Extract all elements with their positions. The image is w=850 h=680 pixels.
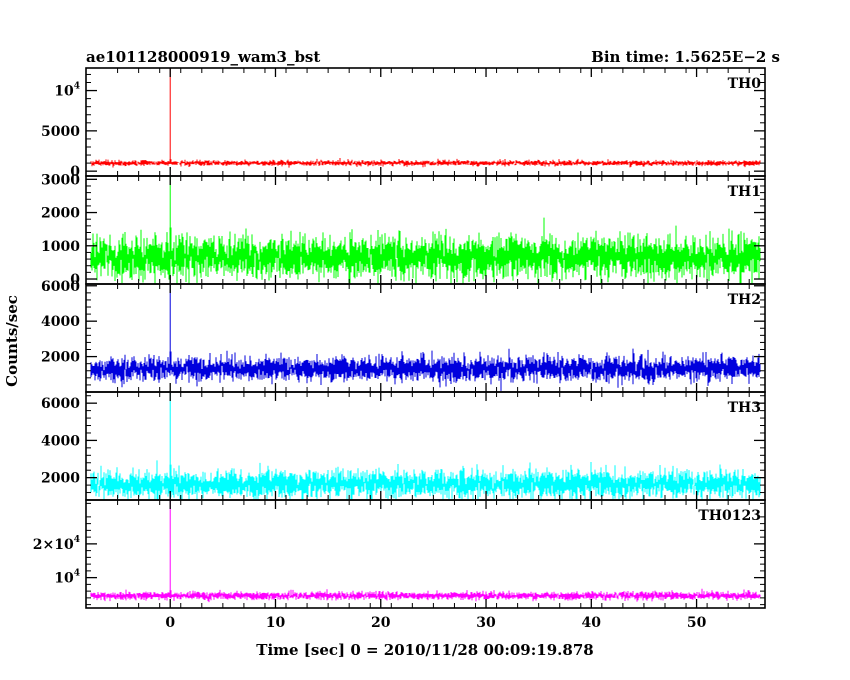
x-tick-label: 0 (165, 615, 175, 631)
panel-label-th2: TH2 (728, 292, 761, 308)
y-tick-label: 4000 (41, 433, 80, 449)
panel-label-th3: TH3 (728, 400, 761, 416)
panel-th0: 0 5000 104 TH0 (41, 67, 766, 180)
chart-title: ae101128000919_wam3_bst (86, 48, 320, 66)
x-tick-label: 30 (476, 615, 496, 631)
y-tick-label: 2000 (41, 350, 80, 366)
series-th1-line (90, 176, 761, 284)
y-tick-label: 1000 (41, 239, 80, 255)
series-th2-line (90, 284, 761, 391)
y-tick-label: 2000 (41, 206, 80, 222)
y-tick-label: 5000 (41, 124, 80, 140)
panel-label-th0: TH0 (728, 76, 762, 92)
y-tick-label: 6000 (41, 279, 80, 295)
y-tick-label: 104 (54, 569, 80, 587)
y-tick-label: 6000 (41, 396, 80, 412)
y-tick-label: 0 (70, 164, 80, 180)
panel-frame (85, 67, 766, 177)
y-tick-label: 0 (70, 272, 80, 288)
panel-frame (85, 499, 766, 609)
panel-th1: 0 1000 2000 3000 TH1 (41, 172, 766, 288)
y-tick-label: 3000 (41, 172, 80, 188)
y-tick-label: 2000 (41, 471, 80, 487)
panels-group: 0 5000 104 TH0 0 1000 2000 3000 TH1 2000 4000 6000 T… (33, 67, 766, 631)
y-tick-label: 4000 (41, 314, 80, 330)
y-tick-label: 2×104 (33, 535, 80, 553)
x-tick-label: 20 (371, 615, 391, 631)
panel-label-th1: TH1 (728, 184, 761, 200)
panel-th2: 2000 4000 6000 TH2 (41, 279, 766, 393)
x-tick-label: 40 (582, 615, 602, 631)
panel-th3: 2000 4000 6000 TH3 (41, 391, 766, 501)
x-axis-label: Time [sec] 0 = 2010/11/28 00:09:19.878 (256, 641, 593, 659)
x-tick-label: 10 (266, 615, 286, 631)
panel-th0123: 104 2×104 TH0123 (33, 499, 766, 609)
series-th0123-line (90, 500, 761, 603)
series-th0-line (90, 68, 761, 168)
series-th3-line (90, 392, 761, 500)
bin-time-label: Bin time: 1.5625E−2 s (591, 48, 780, 66)
y-axis-label: Counts/sec (3, 295, 21, 387)
y-tick-label: 104 (54, 82, 80, 100)
x-tick-label: 50 (687, 615, 707, 631)
panel-label-th0123: TH0123 (698, 508, 761, 524)
